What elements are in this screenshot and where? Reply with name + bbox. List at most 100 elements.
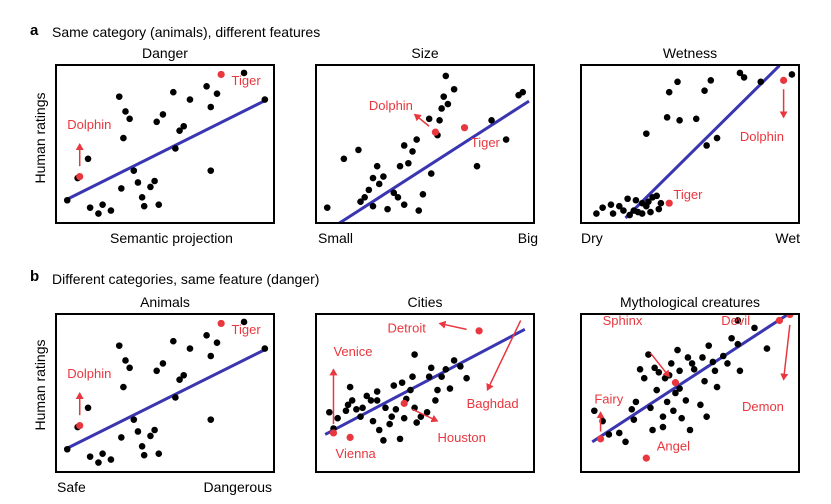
- x-axis-left-animals: Safe: [57, 479, 86, 495]
- data-point: [151, 426, 158, 434]
- data-point: [736, 367, 744, 375]
- data-point: [711, 367, 719, 375]
- plot-frame: [580, 313, 800, 473]
- data-point: [400, 142, 408, 149]
- data-point: [645, 198, 652, 206]
- data-point: [186, 96, 194, 103]
- highlight-label-fairy: Fairy: [594, 391, 623, 406]
- data-point: [620, 207, 627, 214]
- data-point: [153, 367, 160, 375]
- data-point: [380, 173, 387, 180]
- data-point: [369, 174, 377, 182]
- data-point: [630, 416, 638, 423]
- data-point: [107, 207, 115, 214]
- arrow-houston: [412, 408, 439, 423]
- data-point: [180, 122, 188, 130]
- data-point: [84, 404, 92, 412]
- panel-b-label: b: [30, 268, 40, 285]
- data-point: [413, 136, 420, 143]
- data-point: [713, 134, 721, 142]
- data-point: [427, 364, 435, 372]
- data-point: [672, 389, 679, 397]
- highlight-label-tiger: Tiger: [673, 187, 703, 202]
- arrow-detroit: [438, 320, 467, 331]
- scatter-plot-danger: Tiger Dolphin: [55, 64, 275, 224]
- data-point: [390, 189, 398, 197]
- data-point: [344, 401, 352, 409]
- data-point: [624, 195, 631, 203]
- data-point: [155, 450, 163, 457]
- data-point: [390, 382, 398, 389]
- data-point: [176, 127, 183, 134]
- data-point: [674, 78, 681, 86]
- data-point: [705, 342, 713, 349]
- data-point: [636, 366, 644, 373]
- fit-line: [335, 99, 530, 224]
- data-point: [153, 118, 160, 126]
- data-point: [261, 96, 269, 103]
- scatter-plot-size: Dolphin Tiger: [315, 64, 535, 224]
- arrow-baghdad: [486, 320, 522, 391]
- x-axis-left-size: Small: [318, 230, 354, 246]
- data-point: [688, 360, 696, 367]
- data-point: [647, 404, 654, 412]
- data-point: [172, 145, 179, 152]
- data-point: [134, 428, 142, 435]
- data-point: [757, 78, 765, 86]
- arrow-demon: [780, 324, 791, 381]
- data-point: [115, 342, 123, 349]
- data-point: [120, 383, 127, 391]
- panel-title-danger: Danger: [142, 45, 188, 61]
- arrow-sphinx: [649, 352, 670, 378]
- data-point: [599, 204, 606, 211]
- y-axis-label-row-a: Human ratings: [32, 92, 48, 184]
- data-point: [724, 360, 731, 367]
- y-axis-label-row-b: Human ratings: [32, 339, 48, 431]
- data-point: [701, 377, 708, 385]
- data-point: [326, 408, 333, 416]
- data-point: [407, 386, 414, 394]
- data-point: [394, 193, 402, 201]
- data-point: [609, 210, 617, 217]
- data-point: [626, 211, 633, 219]
- data-point: [386, 420, 393, 428]
- data-point: [632, 196, 640, 204]
- data-point: [170, 337, 177, 345]
- data-point: [203, 331, 210, 339]
- panel-b-title: Different categories, same feature (dang…: [52, 271, 320, 287]
- data-point: [697, 401, 704, 409]
- highlight-point-tiger: [217, 319, 225, 328]
- data-point: [334, 414, 341, 422]
- data-point: [657, 199, 665, 207]
- data-point: [130, 416, 138, 423]
- data-point: [699, 354, 706, 361]
- data-point: [655, 205, 663, 213]
- data-point: [159, 360, 167, 367]
- data-point: [740, 74, 748, 81]
- data-point: [384, 205, 391, 213]
- data-point: [591, 407, 598, 415]
- data-point: [353, 405, 360, 413]
- data-point: [649, 426, 656, 434]
- highlight-point-angel: [642, 454, 650, 462]
- data-point: [647, 208, 654, 216]
- data-point: [615, 202, 623, 210]
- data-point: [373, 162, 381, 170]
- data-point: [457, 363, 464, 370]
- data-point: [355, 146, 362, 154]
- data-point: [659, 423, 667, 431]
- highlight-label-sphinx: Sphinx: [603, 313, 643, 328]
- data-point: [663, 114, 671, 121]
- highlight-label-dolphin: Dolphin: [369, 98, 413, 113]
- highlight-label-angel: Angel: [657, 439, 690, 454]
- data-point: [440, 93, 448, 100]
- data-point: [122, 357, 129, 364]
- data-point: [423, 408, 431, 416]
- data-point: [684, 354, 692, 361]
- data-point: [432, 397, 439, 404]
- x-axis-right-animals: Dangerous: [203, 479, 273, 495]
- data-point: [120, 134, 127, 142]
- data-point: [147, 432, 154, 440]
- data-point: [99, 201, 106, 208]
- data-point: [676, 367, 683, 375]
